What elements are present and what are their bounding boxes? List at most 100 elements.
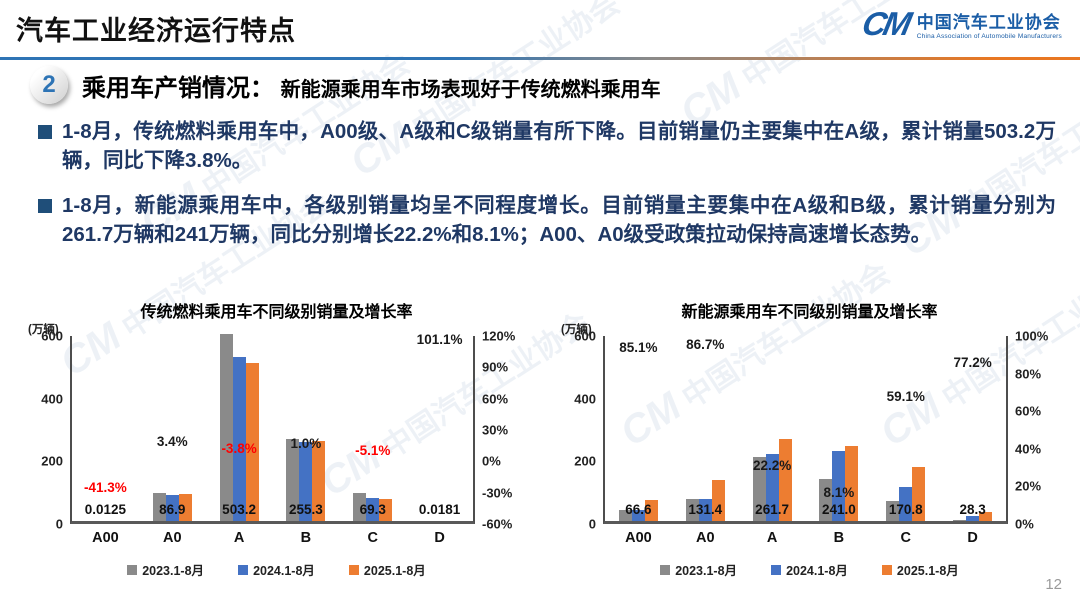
value-label: 170.8 bbox=[888, 502, 923, 517]
category-label: A bbox=[766, 530, 778, 546]
axis-tick-label: 0% bbox=[482, 453, 501, 469]
bar-2024.1-8月-A bbox=[765, 453, 779, 521]
bar-2024.1-8月-B bbox=[832, 451, 846, 521]
legend-item: 2023.1-8月 bbox=[127, 560, 204, 579]
chart-body: (万辆) 600 400 200 0 A00 66.6 85.1% A0 131.4 86.7%… bbox=[561, 324, 1058, 546]
chart-legend: 2023.1-8月 2024.1-8月 2025.1-8月 bbox=[28, 560, 525, 579]
value-label: 86.9 bbox=[159, 502, 186, 517]
axis-tick-label: 400 bbox=[41, 391, 63, 407]
category-label: C bbox=[367, 530, 378, 546]
category-label: A0 bbox=[695, 530, 715, 546]
axis-tick-label: 400 bbox=[574, 391, 596, 407]
axis-tick-label: 200 bbox=[41, 453, 63, 469]
legend-label: 2023.1-8月 bbox=[675, 564, 738, 578]
axis-tick-label: -60% bbox=[482, 516, 513, 532]
logo-org-name: 中国汽车工业协会 bbox=[916, 12, 1061, 32]
bar-2024.1-8月-A00 bbox=[631, 509, 645, 521]
legend-swatch-icon bbox=[881, 564, 892, 575]
bar-2024.1-8月-D bbox=[966, 516, 980, 521]
cm-logo-icon: CM bbox=[859, 5, 913, 42]
plot-area: A00 0.0125 -41.3% A0 86.9 3.4% A 503.2 -3.8% B 255… bbox=[70, 332, 475, 546]
left-axis: 600 400 200 0 bbox=[28, 329, 70, 532]
bullet-text: 1-8月，传统燃料乘用车中，A00级、A级和C级销量有所下降。目前销量仍主要集中… bbox=[62, 120, 1056, 173]
bar-2025.1-8月-D bbox=[979, 512, 993, 521]
growth-rate-label: 22.2% bbox=[752, 458, 792, 474]
legend-label: 2023.1-8月 bbox=[142, 564, 205, 578]
value-label: 503.2 bbox=[222, 502, 256, 517]
header-divider bbox=[0, 57, 1080, 60]
category-label: D bbox=[434, 530, 445, 546]
axis-tick-label: 90% bbox=[482, 359, 509, 375]
category-label: A0 bbox=[162, 530, 182, 546]
legend-swatch-icon bbox=[348, 564, 359, 575]
value-label: 28.3 bbox=[959, 502, 986, 517]
axis-tick-label: 0 bbox=[588, 516, 596, 532]
legend-swatch-icon bbox=[127, 564, 138, 575]
section-heading: 2 乘用车产销情况： 新能源乘用车市场表现好于传统燃料乘用车 bbox=[30, 66, 661, 104]
page-number: 12 bbox=[1045, 576, 1062, 593]
slide-header: 汽车工业经济运行特点 CM 中国汽车工业协会 China Association… bbox=[0, 0, 1080, 57]
growth-rate-label: 86.7% bbox=[686, 337, 725, 352]
value-label: 66.6 bbox=[625, 502, 652, 517]
axis-tick-label: 0 bbox=[55, 516, 63, 532]
value-label: 69.3 bbox=[359, 502, 386, 517]
growth-rate-label: 85.1% bbox=[619, 340, 658, 355]
axis-tick-label: 40% bbox=[1015, 441, 1042, 457]
right-axis: 100% 80% 60% 40% 20% 0% bbox=[1008, 329, 1058, 532]
axis-tick-label: 20% bbox=[1015, 478, 1042, 494]
bar-2025.1-8月-A bbox=[778, 439, 792, 521]
category-label: A00 bbox=[92, 530, 119, 546]
bar-2025.1-8月-C bbox=[912, 467, 926, 521]
section-title-main: 乘用车产销情况： bbox=[82, 74, 274, 102]
bar-2024.1-8月-A0 bbox=[165, 494, 179, 521]
section-number-badge: 2 bbox=[30, 66, 68, 104]
chart-title: 新能源乘用车不同级别销量及增长率 bbox=[681, 304, 938, 321]
chart-traditional-fuel: 传统燃料乘用车不同级别销量及增长率 (万辆) 600 400 200 0 A00 0.0… bbox=[28, 298, 525, 579]
legend-label: 2024.1-8月 bbox=[786, 564, 848, 578]
axis-tick-label: 60% bbox=[1015, 403, 1042, 419]
category-label: A bbox=[233, 530, 245, 546]
bar-2025.1-8月-A0 bbox=[711, 479, 725, 521]
axis-tick-label: 80% bbox=[1015, 366, 1042, 382]
value-label: 241.0 bbox=[822, 502, 856, 517]
section-number: 2 bbox=[42, 71, 56, 98]
bar-2025.1-8月-A0 bbox=[178, 493, 192, 521]
legend-swatch-icon bbox=[238, 564, 249, 575]
legend-swatch-icon bbox=[660, 564, 671, 575]
axis-unit-label: (万辆) bbox=[561, 324, 592, 336]
axis-tick-label: 600 bbox=[41, 328, 63, 344]
axis-tick-label: 100% bbox=[1015, 328, 1049, 344]
bar-2023.1-8月-B bbox=[819, 478, 833, 521]
chart-body: (万辆) 600 400 200 0 A00 0.0125 -41.3% A0 86.9 3.4… bbox=[28, 324, 525, 546]
legend-item: 2023.1-8月 bbox=[660, 560, 737, 579]
bullet-text: 1-8月，新能源乘用车中，各级别销量均呈不同程度增长。目前销量主要集中在A级和B… bbox=[62, 194, 1056, 247]
bar-2023.1-8月-A bbox=[219, 333, 233, 521]
category-label: C bbox=[900, 530, 911, 546]
bar-2023.1-8月-A0 bbox=[152, 492, 166, 521]
axis-tick-label: -30% bbox=[482, 485, 513, 501]
legend-label: 2024.1-8月 bbox=[253, 564, 315, 578]
left-axis: 600 400 200 0 bbox=[561, 329, 603, 532]
legend-label: 2025.1-8月 bbox=[896, 564, 959, 578]
bar-2025.1-8月-A bbox=[245, 363, 259, 521]
growth-rate-label: -5.1% bbox=[355, 442, 391, 458]
bar-2023.1-8月-B bbox=[286, 438, 300, 521]
bullet-square-icon bbox=[38, 125, 52, 139]
legend-item: 2025.1-8月 bbox=[348, 560, 426, 579]
growth-rate-label: 59.1% bbox=[886, 388, 925, 404]
bar-2024.1-8月-C bbox=[899, 487, 913, 521]
bar-2023.1-8月-A00 bbox=[618, 509, 632, 521]
section-title-sub: 新能源乘用车市场表现好于传统燃料乘用车 bbox=[280, 78, 661, 101]
legend-item: 2024.1-8月 bbox=[771, 560, 848, 579]
axis-tick-label: 30% bbox=[482, 422, 509, 438]
bar-2024.1-8月-A0 bbox=[698, 498, 712, 521]
value-label: 131.4 bbox=[688, 502, 723, 517]
bar-2025.1-8月-A00 bbox=[644, 500, 658, 521]
growth-rate-label: -41.3% bbox=[84, 480, 127, 496]
org-logo: CM 中国汽车工业协会 China Association of Automob… bbox=[859, 5, 1062, 42]
legend-item: 2024.1-8月 bbox=[238, 560, 315, 579]
value-label: 0.0125 bbox=[84, 502, 127, 517]
bar-2025.1-8月-B bbox=[312, 441, 326, 521]
value-label: 255.3 bbox=[289, 502, 323, 517]
